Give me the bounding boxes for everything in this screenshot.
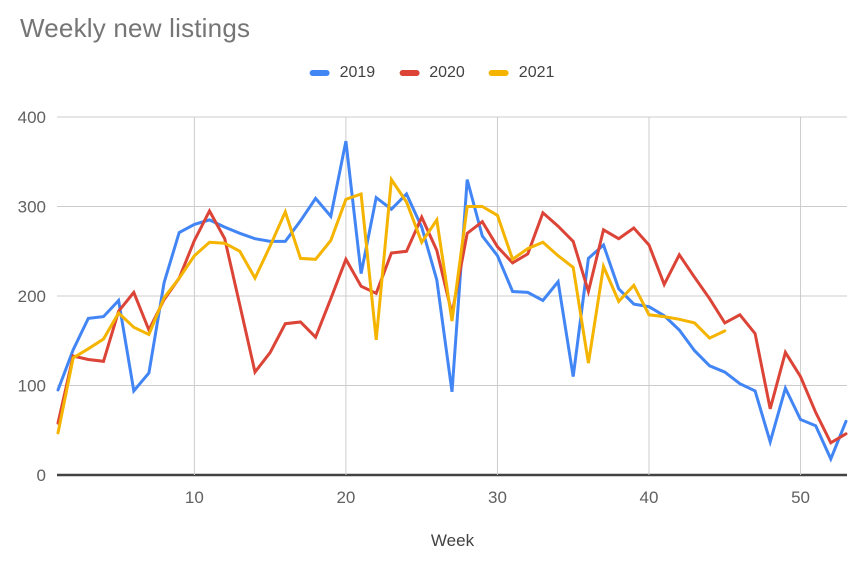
x-tick-label: 10	[185, 488, 204, 507]
x-axis-title: Week	[430, 531, 475, 550]
legend-swatch-2021	[488, 70, 509, 76]
legend-label-2019: 2019	[339, 64, 376, 81]
y-tick-label: 300	[18, 198, 46, 217]
legend-label-2021: 2021	[518, 64, 555, 81]
x-tick-label: 50	[791, 488, 810, 507]
x-tick-label: 40	[640, 488, 659, 507]
chart-title: Weekly new listings	[20, 13, 251, 43]
y-tick-label: 0	[37, 466, 46, 485]
legend-item-2021[interactable]: 2021	[488, 64, 555, 82]
y-tick-label: 200	[18, 287, 46, 306]
legend-item-2019[interactable]: 2019	[309, 64, 376, 82]
y-tick-label: 100	[18, 377, 46, 396]
series-line-2021[interactable]	[56, 175, 727, 435]
legend-label-2020: 2020	[429, 64, 465, 81]
x-tick-label: 30	[488, 488, 507, 507]
legend: 2019 2020 2021	[309, 63, 555, 83]
legend-item-2020[interactable]: 2020	[399, 64, 465, 82]
legend-swatch-2019	[309, 70, 330, 76]
y-tick-label: 400	[18, 108, 46, 127]
legend-swatch-2020	[399, 70, 420, 76]
x-tick-label: 20	[336, 488, 355, 507]
series-line-2019[interactable]	[56, 140, 848, 463]
